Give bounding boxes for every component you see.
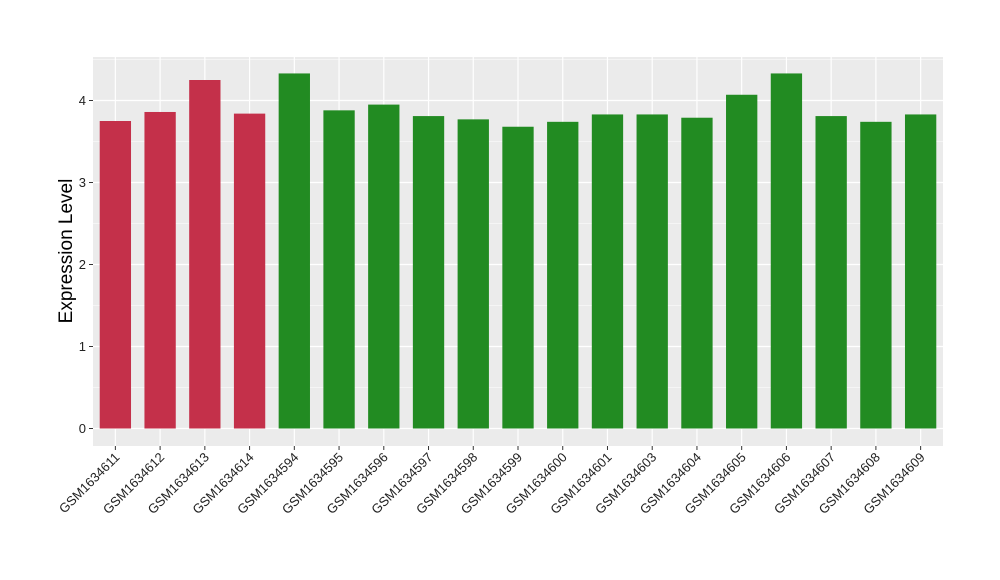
bar-GSM1634608 [860,121,892,429]
y-tick-label: 1 [79,339,86,354]
bar-GSM1634594 [278,73,310,429]
bar-GSM1634605 [726,94,758,429]
bar-GSM1634609 [904,114,937,429]
bar-GSM1634599 [502,126,534,429]
bar-GSM1634600 [547,121,579,429]
y-tick-label: 0 [79,421,86,436]
bar-GSM1634614 [233,113,266,429]
bar-GSM1634612 [144,111,176,429]
bar-GSM1634595 [323,110,355,429]
y-axis: 0 1 2 3 4 [79,93,93,436]
bar-GSM1634596 [368,104,400,429]
bar-GSM1634613 [189,80,221,429]
y-tick-label: 2 [79,257,86,272]
bar-GSM1634601 [591,114,624,429]
bar-GSM1634597 [412,116,445,429]
y-tick-label: 4 [79,93,86,108]
x-axis: GSM1634611GSM1634612GSM1634613GSM1634614… [56,446,928,517]
bar-GSM1634611 [99,121,132,429]
bar-GSM1634598 [457,119,489,429]
bar-GSM1634603 [636,114,668,429]
y-tick-label: 3 [79,175,86,190]
bars [99,73,937,429]
bar-GSM1634607 [815,116,847,429]
bar-GSM1634604 [681,117,713,429]
bar-GSM1634606 [770,73,803,429]
y-axis-title: Expression Level [56,179,77,324]
